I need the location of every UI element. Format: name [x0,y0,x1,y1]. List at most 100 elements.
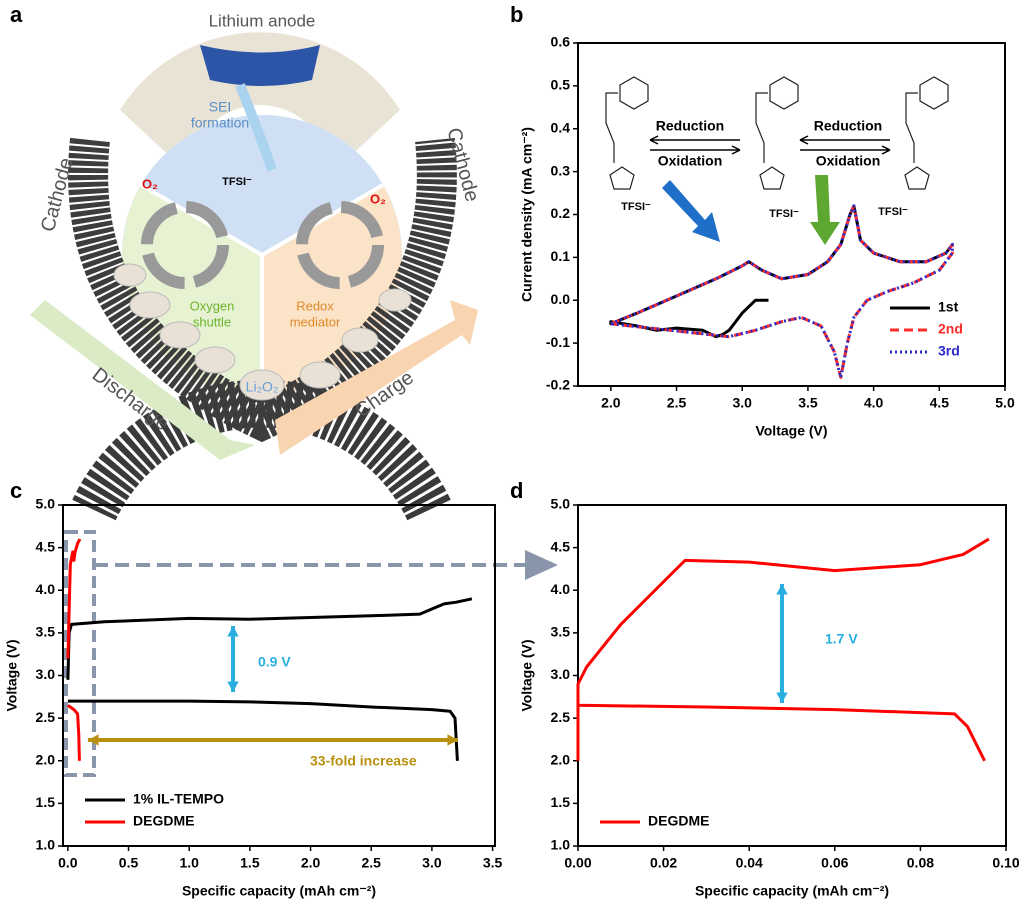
li2o2-particles [113,263,412,401]
zoom-arrowhead [525,550,558,580]
series-line [66,538,82,761]
series-line [609,204,954,339]
plot-frame [62,504,496,847]
y-tick-label: 1.0 [551,837,571,853]
lithium-anode [200,45,320,86]
series-line [610,204,954,379]
x-tick-label: 4.0 [864,395,884,411]
y-tick-label: 3.0 [36,666,56,682]
x-tick-label: 2.5 [361,855,381,871]
x-axis-title: Specific capacity (mAh cm⁻²) [695,883,889,899]
diagram-label: Redox [296,298,334,313]
y-tick-label: 0.4 [551,119,571,135]
capacity-arrow-head [447,734,458,746]
x-tick-label: 0.04 [736,855,763,871]
legend-label: 1% IL-TEMPO [133,791,224,807]
charge-arrow [275,300,478,455]
x-tick-label: 3.0 [732,395,752,411]
gap-arrow-head [776,692,788,703]
x-axis-title: Specific capacity (mAh cm⁻²) [182,883,376,899]
y-tick-label: 2.5 [36,709,56,725]
x-tick-label: 0.0 [58,855,78,871]
annotation: 33-fold increase [310,753,417,769]
diagram-label: O₂ [142,176,158,191]
x-tick-label: 5.0 [995,395,1015,411]
y-tick-label: 3.0 [551,666,571,682]
y-tick-label: -0.2 [546,377,570,393]
y-tick-label: 4.5 [36,538,56,554]
annotation: Reduction [656,118,724,134]
x-tick-label: 3.5 [483,855,503,871]
y-tick-label: 4.0 [551,581,571,597]
diagram-label: Lithium anode [209,11,316,30]
y-tick-label: 0.5 [551,77,571,93]
y-tick-label: 3.5 [36,624,56,640]
annotation: TFSI⁻ [769,208,799,220]
diagram-label: SEI [209,99,232,115]
diagram-label: Oxygen [190,298,235,313]
panel-label: b [510,2,523,27]
y-tick-label: 4.0 [36,581,56,597]
discharge-arrow [30,300,255,460]
legend-label: 1st [938,299,959,315]
redox-arrow [799,135,891,155]
cathode-fibers [68,137,457,443]
x-tick-label: 2.5 [667,395,687,411]
divider [260,183,385,257]
diagram-label: Cathode [442,125,483,204]
annotation: TFSI⁻ [621,201,651,213]
gap-arrow-head [227,626,239,637]
annotation: 0.9 V [258,654,291,670]
panel-label: d [510,478,523,503]
annotation: Oxidation [816,153,881,169]
y-tick-label: 3.5 [551,624,571,640]
y-tick-label: 2.5 [551,709,571,725]
y-tick-label: 0.2 [551,205,571,221]
y-tick-label: 5.0 [551,496,571,512]
y-axis-title: Voltage (V) [519,639,535,711]
panel-c-overlay [64,530,558,777]
series-line [576,537,990,762]
legend-label: DEGDME [648,813,709,829]
diagram-label: mediator [290,314,341,329]
x-tick-label: 2.0 [601,395,621,411]
y-tick-label: 2.0 [551,751,571,767]
diagram-label: O₂ [370,191,386,206]
x-tick-label: 0.08 [907,855,934,871]
y-tick-label: 5.0 [36,496,56,512]
annotation: 1.7 V [825,631,858,647]
x-tick-label: 0.02 [650,855,677,871]
x-tick-label: 3.5 [798,395,818,411]
diagram-label: formation [191,115,249,131]
diagram-label: shuttle [193,314,231,329]
x-axis-title: Voltage (V) [755,423,827,439]
x-tick-label: 2.0 [301,855,321,871]
electrolyte-drop [235,83,277,172]
cycle-arrows [141,201,384,289]
panel-label: a [10,2,23,27]
y-axis-title: Voltage (V) [4,639,20,711]
annotation: Oxidation [658,153,723,169]
y-tick-label: 0.6 [551,34,571,50]
blue-arrow [662,180,720,242]
gap-arrow-head [227,681,239,692]
series-line [66,597,473,761]
diagram-label: Li₂O₂ [246,379,279,395]
capacity-arrow-head [88,734,99,746]
green-arrow [810,175,840,245]
y-tick-label: 4.5 [551,538,571,554]
panel-label: c [10,478,22,503]
y-tick-label: -0.1 [546,334,570,350]
legend-label: 2nd [938,321,963,337]
y-tick-label: 0.1 [551,248,571,264]
y-tick-label: 0.0 [551,291,571,307]
legend-label: 3rd [938,343,960,359]
x-tick-label: 0.5 [119,855,139,871]
molecule [605,76,949,190]
oxygen-sector [122,185,262,395]
redox-arrow [649,135,741,155]
panel-b-structures [605,76,949,245]
divider [139,183,264,257]
x-tick-label: 1.0 [179,855,199,871]
